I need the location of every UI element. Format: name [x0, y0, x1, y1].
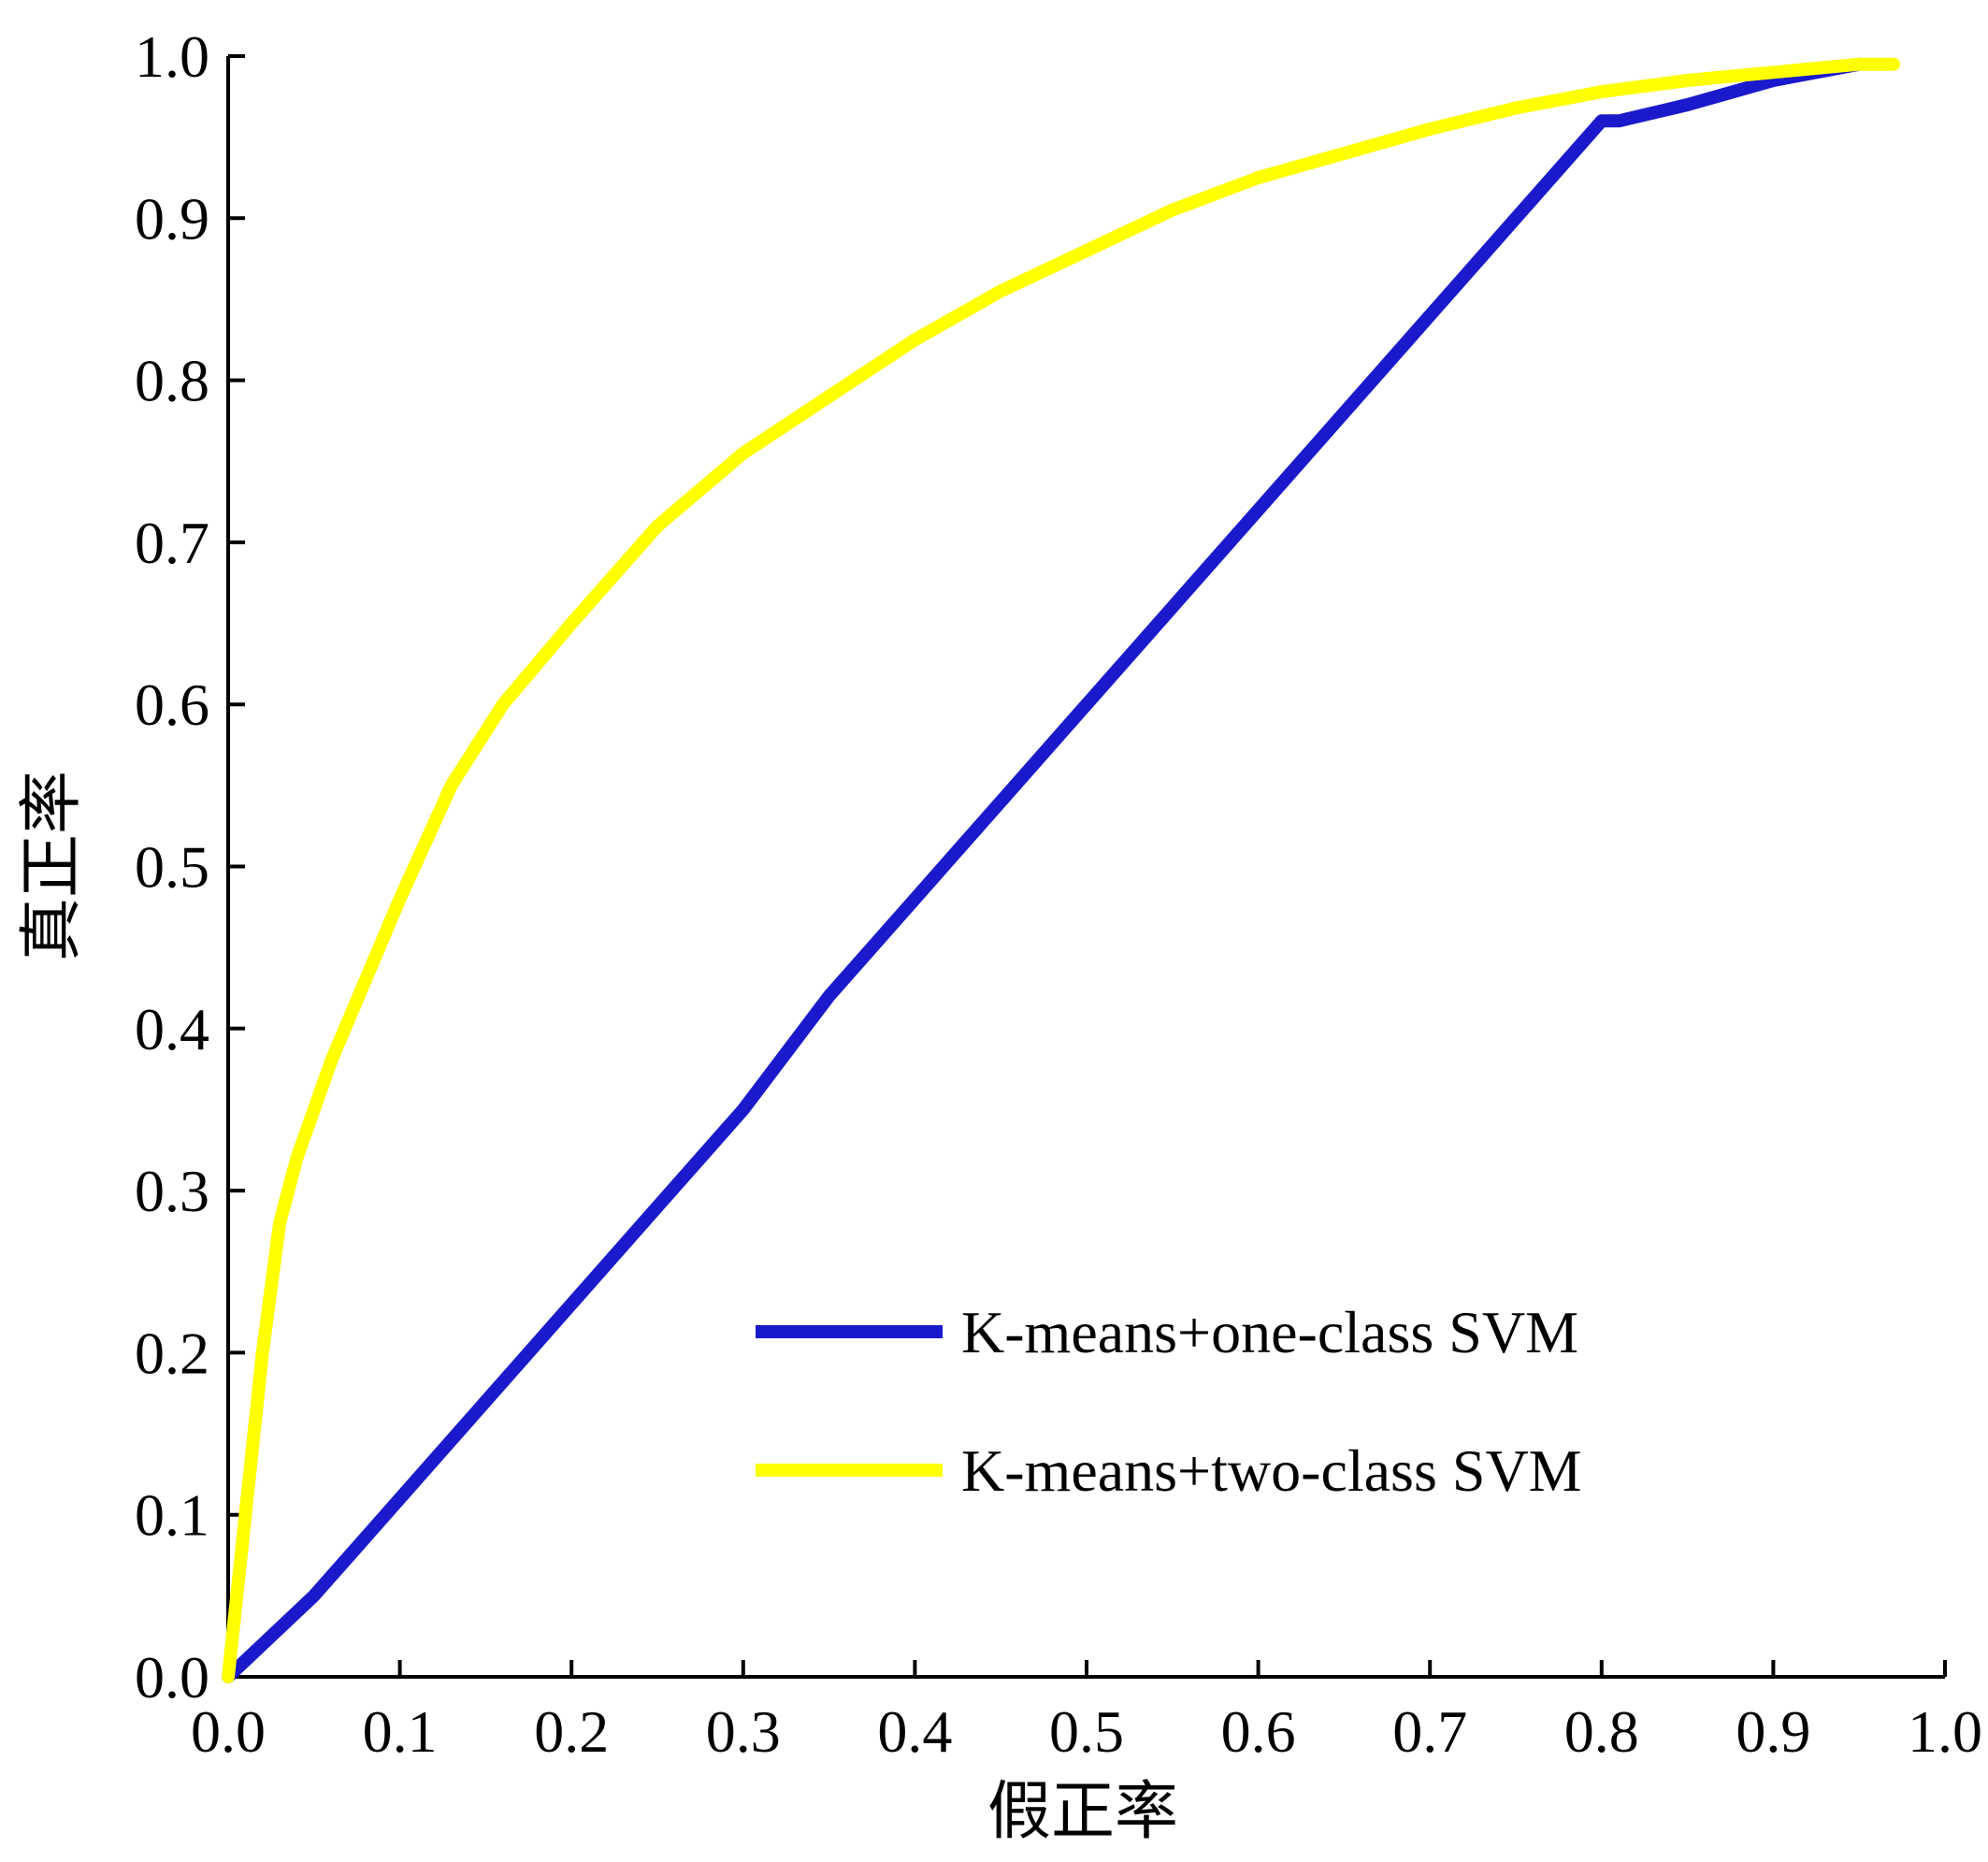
- y-tick-label: 0.4: [135, 996, 209, 1062]
- series-line-2: [222, 57, 1900, 1683]
- x-axis-title: 假正率: [987, 1776, 1178, 1847]
- y-tick-label: 1.0: [135, 23, 209, 90]
- x-tick-label: 0.8: [1564, 1698, 1639, 1765]
- x-tick-label: 0.2: [534, 1698, 609, 1765]
- x-tick-label: 1.0: [1908, 1698, 1982, 1765]
- y-tick-label: 0.7: [135, 510, 209, 576]
- y-tick-label: 0.8: [135, 348, 209, 414]
- x-tick-label: 0.9: [1736, 1698, 1810, 1765]
- x-tick-label: 0.5: [1049, 1698, 1124, 1765]
- legend: K-means+one-class SVM K-means+two-class S…: [756, 1299, 1582, 1504]
- x-tick-label: 0.7: [1392, 1698, 1467, 1765]
- x-tick-label: 0.0: [191, 1698, 266, 1765]
- legend-label-2: K-means+two-class SVM: [961, 1437, 1582, 1504]
- x-tick-label: 0.4: [877, 1698, 952, 1765]
- legend-label-1: K-means+one-class SVM: [961, 1299, 1578, 1365]
- axes-layer: [226, 56, 1945, 1679]
- y-tick-label: 0.3: [135, 1158, 209, 1224]
- y-tick-label: 0.5: [135, 834, 209, 901]
- y-tick-label: 0.2: [135, 1320, 209, 1386]
- series-layer: [222, 57, 1900, 1683]
- series-line-1: [222, 57, 1866, 1683]
- x-tick-label: 0.3: [706, 1698, 781, 1765]
- x-tick-label: 0.6: [1221, 1698, 1296, 1765]
- ticks-layer: 0.0 0.1 0.2 0.3 0.4 0.5 0.6 0.7 0.8 0.9 1.0 0.0 0.1 0…: [135, 23, 1982, 1765]
- x-tick-label: 0.1: [363, 1698, 438, 1765]
- y-tick-label: 0.1: [135, 1482, 209, 1549]
- y-tick-label: 0.0: [135, 1644, 209, 1710]
- y-tick-label: 0.9: [135, 185, 209, 252]
- y-tick-label: 0.6: [135, 671, 209, 738]
- y-axis-title: 真正率: [16, 771, 87, 961]
